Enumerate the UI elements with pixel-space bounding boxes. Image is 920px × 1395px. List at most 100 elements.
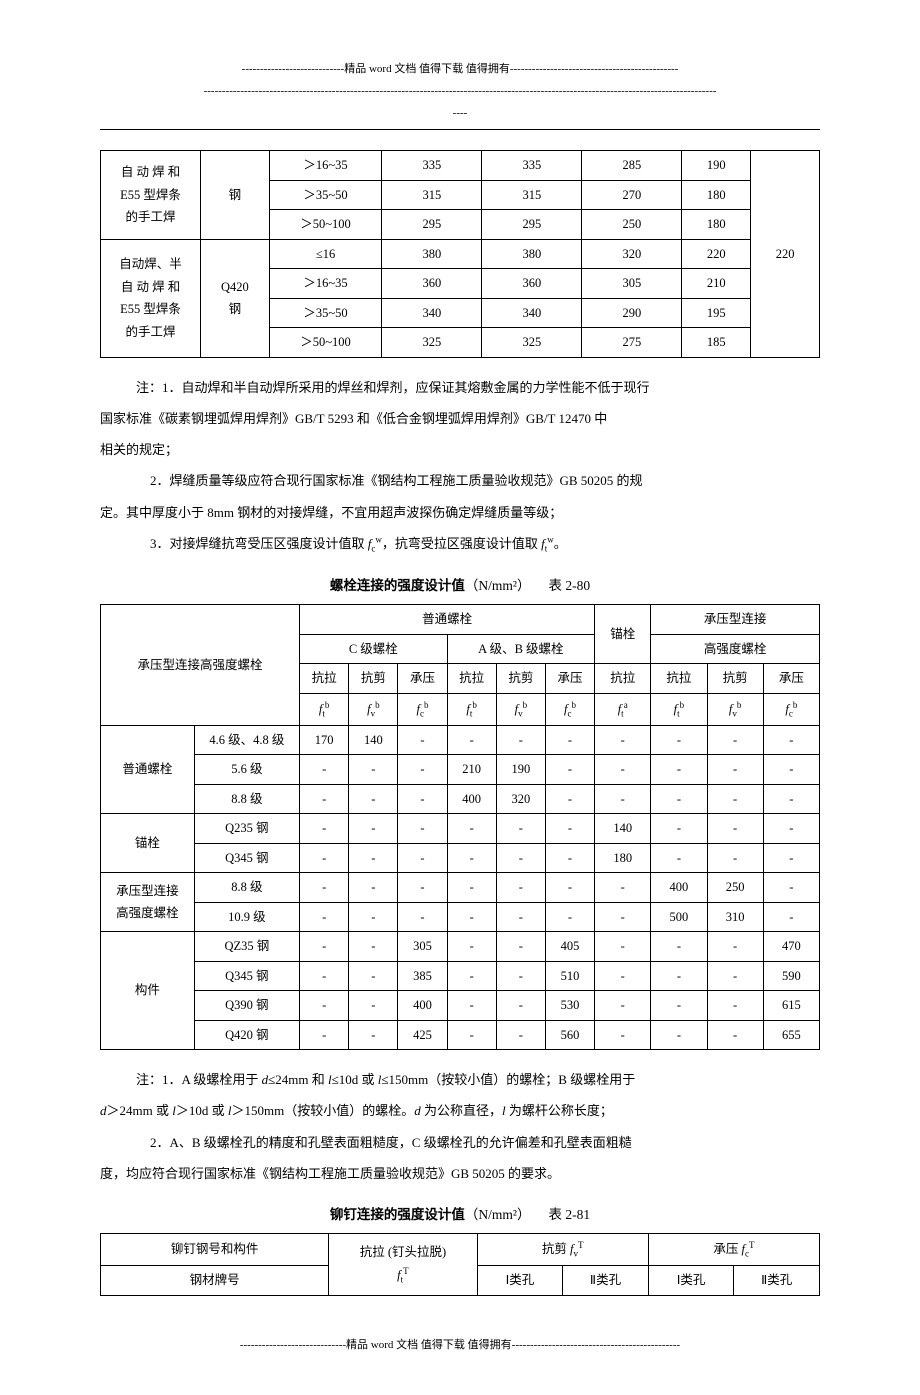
table-row: Q420 钢--425--560---655 — [101, 1020, 820, 1050]
value-cell: - — [349, 902, 398, 932]
value-cell: 615 — [763, 991, 819, 1021]
table-row: 锚栓Q235 钢------140--- — [101, 814, 820, 844]
footer-line: -----------------------------精品 word 文档 … — [100, 1336, 820, 1356]
value-cell: - — [763, 873, 819, 903]
cell: 325 — [382, 328, 482, 358]
cell: 360 — [482, 269, 582, 299]
table-row: Q345 钢--385--510---590 — [101, 961, 820, 991]
table-row: 自动焊、半 自 动 焊 和 E55 型焊条 的手工焊 Q420 钢 ≤16 38… — [101, 239, 820, 269]
cell: 290 — [582, 298, 682, 328]
value-cell: - — [545, 814, 594, 844]
cell: 380 — [482, 239, 582, 269]
value-cell: - — [707, 755, 763, 785]
value-cell: - — [349, 961, 398, 991]
cell: 190 — [682, 151, 751, 181]
cell: 抗剪 — [707, 664, 763, 694]
cell: 220 — [682, 239, 751, 269]
value-cell: - — [349, 873, 398, 903]
sub-cell: 4.6 级、4.8 级 — [194, 725, 299, 755]
cell: Ⅱ类孔 — [563, 1266, 649, 1296]
value-cell: - — [300, 873, 349, 903]
cell: 315 — [382, 180, 482, 210]
cell: 抗拉 (钉头拉脱)ftT — [329, 1234, 477, 1295]
value-cell: 590 — [763, 961, 819, 991]
value-cell: - — [447, 961, 496, 991]
value-cell: - — [595, 961, 651, 991]
cell: Ⅰ类孔 — [477, 1266, 563, 1296]
cell: 自 动 焊 和 E55 型焊条 的手工焊 — [101, 151, 201, 240]
value-cell: - — [300, 932, 349, 962]
table-row: 5.6 级---210190----- — [101, 755, 820, 785]
value-cell: - — [707, 814, 763, 844]
value-cell: - — [398, 725, 447, 755]
header-line-2: ----------------------------------------… — [100, 82, 820, 102]
value-cell: 400 — [447, 784, 496, 814]
value-cell: - — [545, 755, 594, 785]
header-line-1: ----------------------------精品 word 文档 值… — [100, 60, 820, 80]
cell: 220 — [751, 151, 820, 358]
group-cell: 锚栓 — [101, 814, 195, 873]
value-cell: - — [398, 814, 447, 844]
value-cell: 305 — [398, 932, 447, 962]
value-cell: - — [763, 843, 819, 873]
bolt-strength-table: 承压型连接高强度螺栓 普通螺栓 锚栓 承压型连接 C 级螺栓 A 级、B 级螺栓… — [100, 604, 820, 1050]
cell: 295 — [382, 210, 482, 240]
table-row: Q345 钢------180--- — [101, 843, 820, 873]
cell: 250 — [582, 210, 682, 240]
cell: fta — [595, 693, 651, 725]
value-cell: - — [763, 814, 819, 844]
cell: 340 — [382, 298, 482, 328]
cell: 抗拉 — [651, 664, 707, 694]
cell: 铆钉钢号和构件 — [101, 1234, 329, 1266]
value-cell: - — [707, 991, 763, 1021]
sub-cell: Q345 钢 — [194, 843, 299, 873]
cell: 195 — [682, 298, 751, 328]
value-cell: - — [447, 902, 496, 932]
cell: 320 — [582, 239, 682, 269]
value-cell: - — [447, 873, 496, 903]
sub-cell: Q345 钢 — [194, 961, 299, 991]
cell: ＞16~35 — [269, 151, 382, 181]
value-cell: - — [447, 843, 496, 873]
cell: 340 — [482, 298, 582, 328]
value-cell: - — [349, 814, 398, 844]
value-cell: - — [496, 1020, 545, 1050]
cell: 普通螺栓 — [300, 605, 595, 635]
value-cell: 560 — [545, 1020, 594, 1050]
value-cell: - — [651, 961, 707, 991]
value-cell: 190 — [496, 755, 545, 785]
value-cell: - — [496, 843, 545, 873]
table-row: 构件QZ35 钢--305--405---470 — [101, 932, 820, 962]
value-cell: - — [545, 843, 594, 873]
note-2: 2．焊缝质量等级应符合现行国家标准《钢结构工程施工质量验收规范》GB 50205… — [150, 465, 820, 496]
group-cell: 承压型连接高强度螺栓 — [101, 873, 195, 932]
cell: 承压 fcT — [648, 1234, 819, 1266]
value-cell: - — [300, 902, 349, 932]
value-cell: - — [763, 784, 819, 814]
value-cell: - — [349, 784, 398, 814]
cell: Ⅰ类孔 — [648, 1266, 734, 1296]
value-cell: - — [595, 932, 651, 962]
table-header-row: 承压型连接高强度螺栓 普通螺栓 锚栓 承压型连接 — [101, 605, 820, 635]
cell: fcb — [545, 693, 594, 725]
cell: C 级螺栓 — [300, 634, 448, 664]
value-cell: - — [447, 814, 496, 844]
sub-cell: QZ35 钢 — [194, 932, 299, 962]
table2-title: 螺栓连接的强度设计值（N/mm²）表 2-80 — [100, 574, 820, 598]
value-cell: - — [651, 725, 707, 755]
cell: 抗剪 — [349, 664, 398, 694]
table-row: Q390 钢--400--530---615 — [101, 991, 820, 1021]
value-cell: 500 — [651, 902, 707, 932]
cell: 抗剪 — [496, 664, 545, 694]
weld-strength-table: 自 动 焊 和 E55 型焊条 的手工焊 钢 ＞16~35 335 335 28… — [100, 150, 820, 358]
value-cell: - — [651, 814, 707, 844]
cell: 325 — [482, 328, 582, 358]
value-cell: - — [398, 784, 447, 814]
table-row: 自 动 焊 和 E55 型焊条 的手工焊 钢 ＞16~35 335 335 28… — [101, 151, 820, 181]
cell: fvb — [349, 693, 398, 725]
value-cell: - — [595, 784, 651, 814]
value-cell: - — [447, 991, 496, 1021]
value-cell: 655 — [763, 1020, 819, 1050]
value-cell: - — [398, 843, 447, 873]
value-cell: - — [300, 843, 349, 873]
